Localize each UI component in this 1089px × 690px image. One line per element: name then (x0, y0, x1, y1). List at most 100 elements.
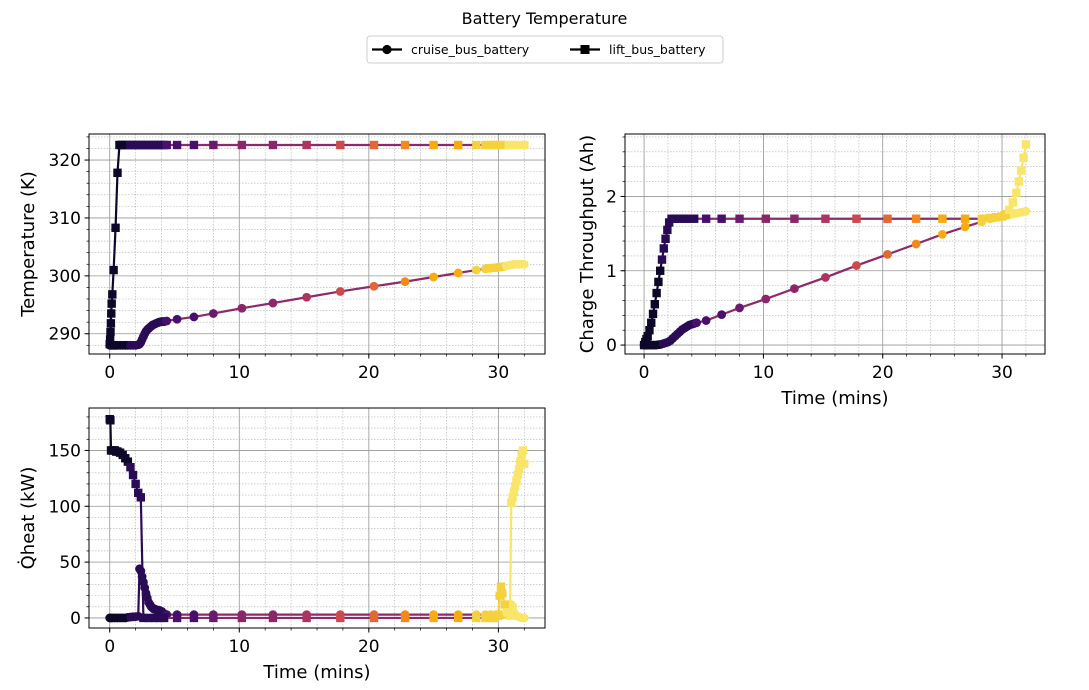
data-point-lift-bus-battery (472, 140, 481, 150)
series-line-segment-cruise (271, 296, 308, 305)
data-point-lift-bus-battery (123, 457, 133, 466)
data-point-lift-bus-battery (189, 140, 199, 150)
data-point-cruise-bus-battery (937, 229, 947, 239)
data-point-lift-bus-battery (209, 140, 218, 150)
data-point-lift-bus-battery (400, 140, 410, 150)
data-point-lift-bus-battery (429, 613, 438, 623)
series-line-segment-lift (114, 171, 119, 229)
data-point-lift-bus-battery (369, 140, 379, 150)
data-point-lift-bus-battery (520, 140, 529, 150)
data-point-lift-bus-battery (162, 140, 171, 150)
data-point-lift-bus-battery (494, 611, 503, 620)
temperature-panel: 0 10 20 30 290 300 310 320 Temperature (K) (18, 133, 546, 383)
data-point-lift-bus-battery (821, 214, 830, 223)
x-tick-label: 10 (228, 637, 250, 657)
data-point-lift-bus-battery (113, 168, 122, 177)
data-point-lift-bus-battery (654, 277, 663, 287)
y-tick-label: 100 (49, 497, 81, 517)
data-point-lift-bus-battery (938, 214, 947, 223)
data-point-cruise-bus-battery (1021, 206, 1031, 216)
data-point-lift-bus-battery (991, 213, 1001, 222)
data-point-lift-bus-battery (369, 613, 379, 623)
data-point-lift-bus-battery (144, 613, 153, 623)
y-tick-label: 290 (49, 325, 81, 345)
series-line-segment-cruise (824, 264, 858, 279)
data-point-lift-bus-battery (735, 214, 744, 223)
data-point-lift-bus-battery (659, 244, 668, 253)
data-point-lift-bus-battery (761, 214, 770, 223)
x-tick-label: 10 (228, 363, 250, 383)
data-point-cruise-bus-battery (821, 273, 830, 282)
data-point-lift-bus-battery (237, 613, 247, 623)
series-line-segment-cruise (403, 275, 435, 283)
series-line-segment-lift (116, 143, 121, 174)
x-axis-label: Time (mins) (780, 388, 888, 409)
y-tick-label: 320 (49, 151, 81, 171)
data-point-lift-bus-battery (663, 225, 672, 235)
data-point-lift-bus-battery (520, 459, 529, 469)
data-point-cruise-bus-battery (429, 272, 438, 282)
data-point-lift-bus-battery (643, 331, 652, 341)
series-line-segment-cruise (793, 276, 827, 290)
y-tick-label: 0 (606, 336, 617, 356)
data-point-lift-bus-battery (517, 450, 526, 460)
data-point-lift-bus-battery (960, 214, 970, 223)
data-point-lift-bus-battery (209, 613, 218, 623)
data-point-cruise-bus-battery (960, 222, 970, 232)
data-point-cruise-bus-battery (162, 316, 172, 326)
y-tick-label: 300 (49, 267, 81, 287)
data-point-lift-bus-battery (500, 600, 510, 609)
y-tick-label: 0 (70, 609, 81, 629)
series-line-segment-cruise (738, 297, 767, 310)
data-point-cruise-bus-battery (911, 239, 921, 249)
y-tick-label: 50 (59, 553, 81, 573)
data-point-lift-bus-battery (685, 214, 694, 223)
data-point-lift-bus-battery (172, 140, 182, 150)
x-tick-label: 20 (358, 637, 380, 657)
data-point-lift-bus-battery (302, 613, 311, 623)
data-point-lift-bus-battery (139, 613, 148, 623)
data-point-cruise-bus-battery (172, 314, 182, 324)
figure-title: Battery Temperature (462, 9, 628, 28)
data-point-cruise-bus-battery (369, 281, 379, 291)
data-point-lift-bus-battery (701, 214, 711, 223)
series-line-segment-lift (109, 419, 113, 452)
data-point-lift-bus-battery (675, 214, 685, 223)
x-tick-label: 30 (488, 637, 510, 657)
data-point-lift-bus-battery (513, 470, 522, 480)
series-line-segment-cruise (240, 301, 275, 310)
data-point-lift-bus-battery (172, 613, 182, 623)
x-tick-label: 30 (991, 363, 1013, 383)
data-point-lift-bus-battery (1021, 140, 1031, 149)
x-tick-label: 0 (104, 637, 115, 657)
legend-marker-cruise (382, 44, 392, 55)
series-line-segment-cruise (764, 287, 796, 301)
data-point-lift-bus-battery (647, 318, 656, 327)
data-point-lift-bus-battery (518, 446, 528, 455)
series-line-segment-lift (139, 496, 145, 620)
data-point-lift-bus-battery (514, 465, 524, 474)
data-point-lift-bus-battery (400, 613, 410, 623)
plot-area (639, 140, 1031, 350)
x-tick-label: 0 (104, 363, 115, 383)
data-point-lift-bus-battery (105, 335, 115, 344)
y-axis-label: Charge Throughput (Ah) (577, 135, 598, 353)
data-point-cruise-bus-battery (302, 292, 312, 302)
data-point-cruise-bus-battery (189, 312, 199, 322)
series-line-segment-cruise (886, 242, 918, 256)
plot-area (105, 414, 529, 623)
data-point-lift-bus-battery (509, 487, 519, 496)
y-tick-label: 2 (606, 187, 617, 207)
data-point-lift-bus-battery (645, 326, 654, 335)
legend-label-lift: lift_bus_battery (609, 42, 706, 57)
data-point-cruise-bus-battery (208, 309, 218, 318)
data-point-lift-bus-battery (512, 476, 521, 485)
data-point-lift-bus-battery (336, 613, 345, 623)
data-point-lift-bus-battery (508, 493, 517, 502)
data-point-lift-bus-battery (106, 416, 115, 425)
data-point-lift-bus-battery (105, 339, 114, 349)
data-point-lift-bus-battery (472, 613, 481, 623)
data-point-lift-bus-battery (655, 266, 665, 275)
data-point-lift-bus-battery (126, 462, 135, 472)
